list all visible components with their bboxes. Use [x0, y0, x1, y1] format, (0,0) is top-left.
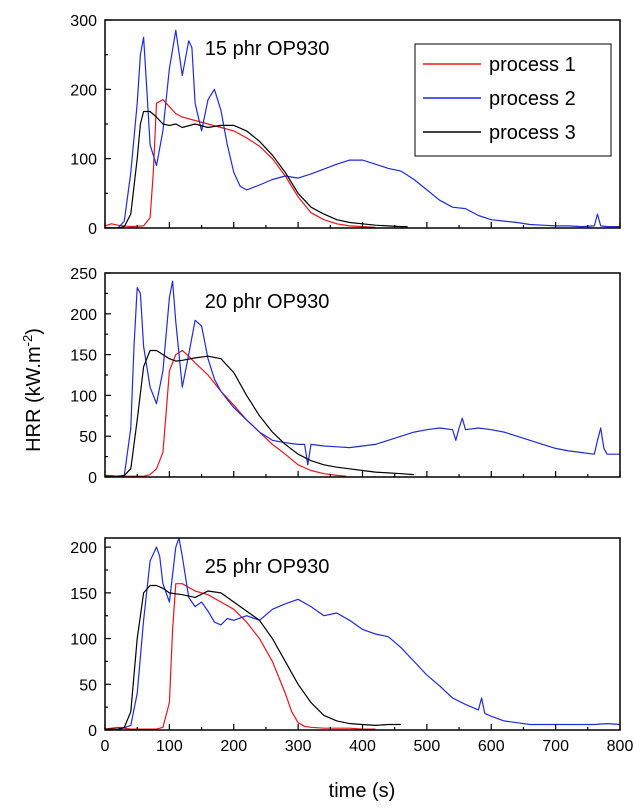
y-tick-label: 300 — [70, 13, 97, 30]
y-axis-label-main: HRR (kW.m — [23, 346, 45, 452]
panel-title: 20 phr OP930 — [205, 291, 330, 313]
y-tick-label: 0 — [88, 723, 97, 740]
y-tick-label: 50 — [79, 677, 97, 694]
y-tick-label: 100 — [70, 152, 97, 169]
series-line-process-3-panel-3 — [105, 584, 402, 730]
legend-label-process-1: process 1 — [489, 54, 576, 76]
y-tick-label: 250 — [70, 266, 97, 283]
x-tick-label: 200 — [220, 738, 247, 755]
x-tick-label: 800 — [607, 738, 634, 755]
legend-box — [414, 43, 612, 157]
y-axis-label-superscript: -2 — [20, 335, 35, 347]
y-axis-label: HRR (kW.m-2) — [20, 328, 45, 452]
x-tick-label: 0 — [101, 738, 110, 755]
y-tick-label: 0 — [88, 470, 97, 487]
y-axis-label-close: ) — [23, 328, 45, 335]
x-tick-label: 100 — [156, 738, 183, 755]
series-line-process-2-panel-3 — [105, 538, 620, 730]
legend: process 1 process 2 process 3 — [414, 43, 612, 157]
y-tick-label: 150 — [70, 348, 97, 365]
y-tick-label: 0 — [88, 221, 97, 238]
y-tick-label: 100 — [70, 632, 97, 649]
series-line-process-2-panel-1 — [105, 29, 620, 228]
chart-panels: 0 100 200 300 15 phr OP930 process 1 process 2… — [70, 13, 633, 755]
y-tick-label: 200 — [70, 82, 97, 99]
panel-title: 25 phr OP930 — [205, 556, 330, 578]
x-tick-label: 400 — [349, 738, 376, 755]
series-line-process-1-panel-2 — [105, 349, 347, 477]
panel-2: 0 50 100 150 200 250 20 phr OP930 — [70, 266, 621, 487]
series-line-process-3-panel-1 — [105, 110, 408, 228]
y-tick-label: 200 — [70, 540, 97, 557]
y-tick-label: 50 — [79, 429, 97, 446]
panel-1: 0 100 200 300 15 phr OP930 process 1 process 2… — [70, 13, 621, 238]
x-tick-label: 500 — [414, 738, 441, 755]
panel-3: 0 50 100 150 200 0 100 200 300 400 500 600 700 800 25 … — [70, 537, 634, 755]
legend-label-process-3: process 3 — [489, 122, 576, 144]
series-line-process-1-panel-3 — [105, 583, 376, 730]
plot-frame — [104, 537, 621, 731]
x-tick-label: 700 — [542, 738, 569, 755]
x-tick-label: 600 — [478, 738, 505, 755]
x-tick-label: 300 — [285, 738, 312, 755]
series-line-process-2-panel-2 — [105, 280, 620, 477]
y-tick-label: 200 — [70, 307, 97, 324]
y-tick-label: 100 — [70, 388, 97, 405]
y-tick-label: 150 — [70, 586, 97, 603]
series-line-process-1-panel-1 — [105, 99, 376, 228]
x-axis-label: time (s) — [329, 780, 396, 802]
series-line-process-3-panel-2 — [105, 349, 415, 477]
legend-label-process-2: process 2 — [489, 88, 576, 110]
panel-title: 15 phr OP930 — [205, 38, 330, 60]
